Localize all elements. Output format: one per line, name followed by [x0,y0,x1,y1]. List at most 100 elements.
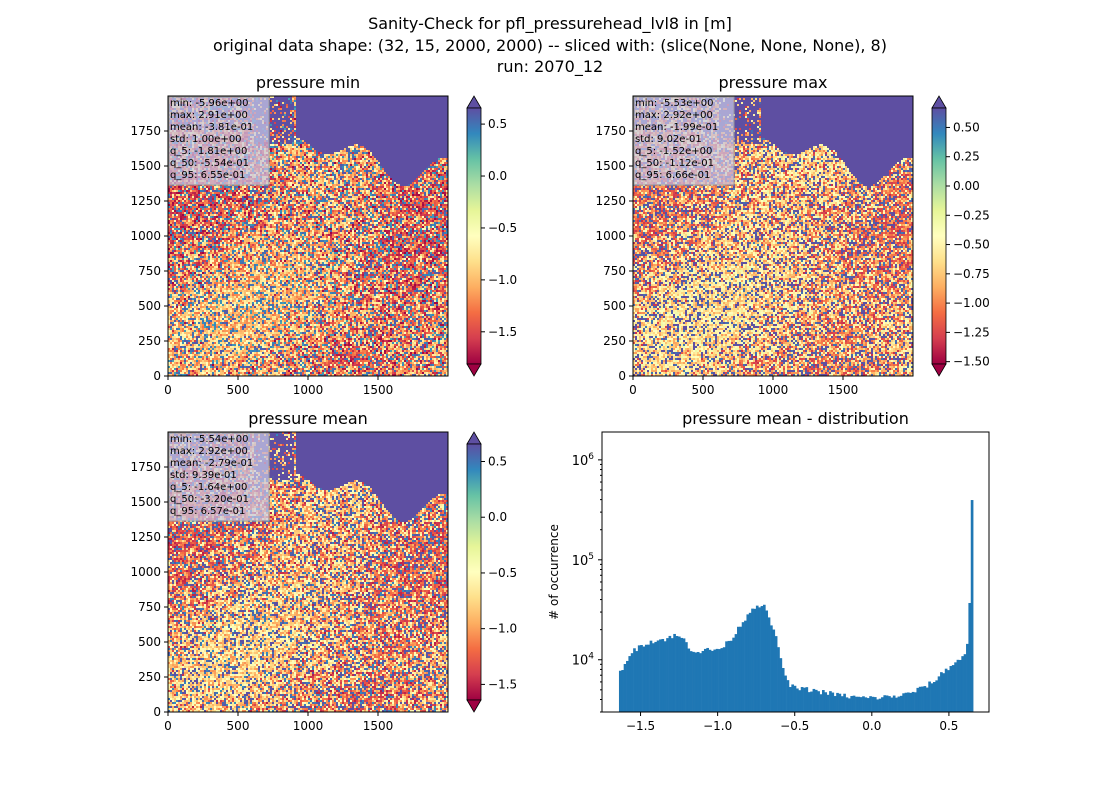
histogram-bar [713,649,717,712]
histogram-bar [642,646,646,712]
histogram-bar [647,644,650,712]
x-tick-label: 0.0 [862,719,881,733]
histogram-bar [630,653,634,712]
axes-frame [601,431,990,713]
histogram-bar [706,647,709,712]
figure-title-line-2: original data shape: (32, 15, 2000, 2000… [213,36,887,55]
histogram-bar [727,640,731,712]
colorbar-tick-label: 0.50 [953,120,980,134]
histogram-bar [836,692,839,712]
colorbar-tick-label: 0.5 [488,454,507,468]
histogram-bar [659,639,662,712]
colorbar-extend-min [931,363,947,377]
histogram-bar [703,648,707,712]
y-axis-label: # of occurrence [547,524,561,620]
histogram-bar [626,660,629,712]
histogram-bar [633,648,636,712]
histogram-bar [895,697,898,712]
histogram-bar [954,662,957,712]
colorbar-tick-label: 0.25 [953,150,980,164]
colorbar-extend-max [931,95,947,109]
histogram-bar [876,699,879,712]
histogram-bar [680,637,684,712]
histogram-bar [725,641,728,712]
y-tick-label: 0 [153,369,161,383]
histogram-bar [883,695,887,712]
heatmap-panel-max: pressure max 0 500 1000 1500 0 250 500 750 1000 12… [595,73,989,397]
histogram-bar [904,692,908,712]
histogram-bar [777,647,780,712]
histogram-bar [826,694,830,712]
x-tick-label: 0 [164,719,172,733]
y-tick-label: 250 [138,670,161,684]
x-tick-label: −1.0 [703,719,732,733]
histogram-bar [970,500,974,712]
histogram-bar [732,637,735,712]
colorbar-tick-label: −1.25 [953,325,990,339]
colorbar-extend-max [466,431,482,445]
histogram-bar [881,697,884,712]
colorbar-tick-label: −0.5 [488,221,517,235]
histogram-bar [793,685,797,712]
colorbar-tick-label: −1.5 [488,325,517,339]
histogram-bar [687,648,691,712]
histogram-bar [932,682,936,712]
histogram-bar [807,692,811,712]
x-tick-label: 1500 [363,719,394,733]
histogram-bar [770,625,773,712]
histogram-bar [878,698,882,712]
histogram-bar [765,610,769,712]
histogram-bar [869,696,872,712]
histogram-bar [961,656,964,712]
y-tick-label: 106 [572,452,595,469]
histogram-bar [685,642,688,712]
colorbar-tick-label: 0.0 [488,169,507,183]
histogram-bar [689,651,693,712]
x-tick-label: −0.5 [780,719,809,733]
x-tick-label: 500 [692,383,715,397]
histogram-bar [897,696,901,712]
y-tick-label: 1000 [130,229,161,243]
x-tick-label: 1500 [828,383,859,397]
stats-line: max: 2.92e+00 [170,446,248,457]
stats-line: q_95: 6.55e-01 [170,170,245,181]
histogram-bar [621,670,624,712]
stats-line: q_50: -3.20e-01 [170,494,249,505]
y-tick-label: 0 [618,369,626,383]
histogram-bar [819,694,823,712]
x-tick-label: 1000 [293,719,324,733]
stats-line: q_5: -1.52e+00 [635,146,712,157]
histogram-bar [618,670,622,712]
panel-title: pressure min [256,73,360,92]
histogram-bar [640,645,643,712]
histogram-bar [637,645,641,712]
x-tick-label: 0.5 [939,719,958,733]
y-tick-label: 1750 [130,124,161,138]
colorbar-tick-label: −0.5 [488,566,517,580]
histogram-bar [786,680,790,712]
stats-line: std: 1.00e+00 [170,134,242,145]
histogram-bar [772,629,776,712]
histogram-bar [902,693,905,712]
histogram-bar [935,680,939,712]
figure-title-line-1: Sanity-Check for pfl_pressurehead_lvl8 i… [368,14,732,34]
histogram-bar [888,696,891,712]
histogram-bar [781,668,785,712]
stats-box-bg [168,96,270,186]
stats-line: mean: -2.79e-01 [170,458,253,469]
histogram-bar [822,690,825,712]
colorbar-tick-label: −1.00 [953,296,990,310]
stats-line: q_95: 6.57e-01 [170,506,245,517]
histogram-bar [857,696,861,712]
stats-line: max: 2.91e+00 [170,110,248,121]
histogram-bar [748,612,752,712]
colorbar-gradient [466,107,482,365]
y-tick-label: 250 [138,334,161,348]
y-tick-label: 750 [138,600,161,614]
histogram-bar [947,670,950,712]
x-tick-label: 500 [227,719,250,733]
histogram-bar [663,641,667,712]
histogram-bar [682,638,686,712]
